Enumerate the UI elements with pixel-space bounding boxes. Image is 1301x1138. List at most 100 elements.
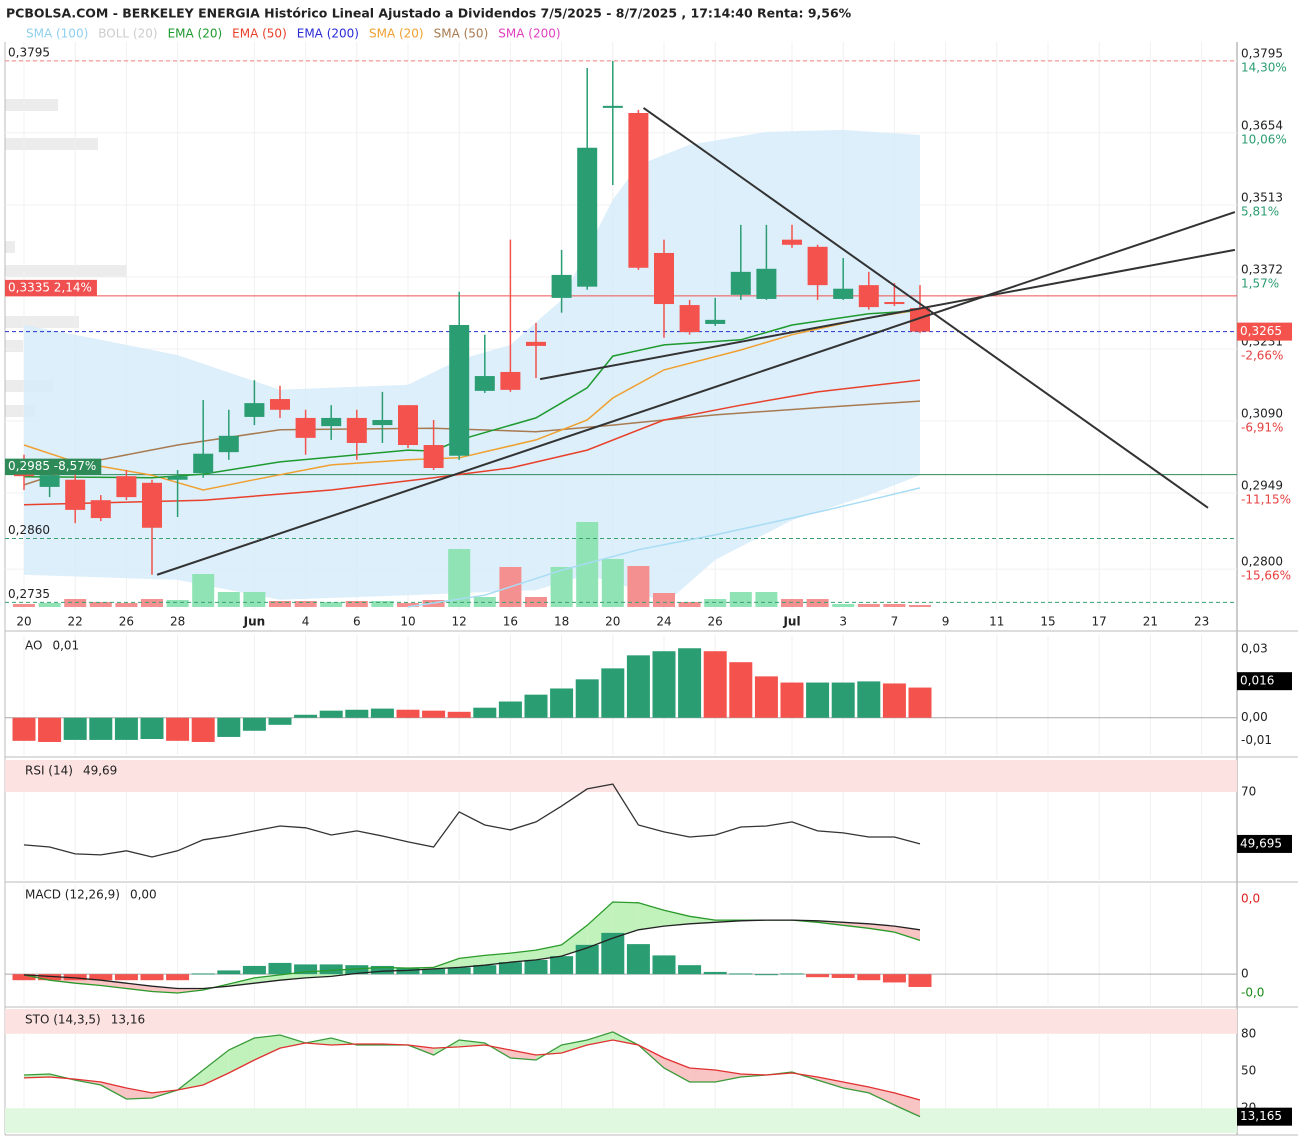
y-tick-pct: -6,91% (1241, 421, 1283, 435)
volume-bar (627, 566, 650, 607)
y-tick-label: 0,0 (1241, 892, 1260, 906)
macd-histogram-bar (908, 974, 932, 987)
volume-bar (89, 602, 112, 607)
volume-bar (576, 522, 599, 607)
y-tick-label: 50 (1241, 1064, 1256, 1078)
volume-bar (832, 604, 855, 607)
ao-bar (882, 683, 906, 718)
fill-between (100, 980, 127, 989)
candle-body (858, 285, 879, 308)
y-tick-label: 0,3513 (1241, 190, 1283, 204)
macd-histogram-bar (806, 974, 830, 978)
x-tick-label: 7 (891, 615, 899, 629)
value-box-label: 0,3265 (1240, 324, 1282, 338)
x-tick-label: Jul (782, 615, 800, 629)
candle-body (398, 405, 418, 446)
y-tick-pct: 10,06% (1241, 132, 1287, 146)
candle-body (884, 301, 905, 305)
x-tick-label: 17 (1092, 615, 1107, 629)
macd-histogram-bar (703, 971, 727, 975)
candle-body (654, 252, 674, 305)
legend-entry: EMA (200) (297, 27, 359, 41)
ao-bar (294, 714, 318, 718)
legend: SMA (100) BOLL (20) EMA (20) EMA (50) EMA (2… (26, 27, 561, 41)
macd-histogram-bar (678, 965, 702, 975)
candle-body (270, 399, 290, 410)
candle-body (474, 376, 495, 391)
volume-bar (909, 605, 931, 607)
ao-bar (498, 701, 522, 718)
ao-bar (703, 651, 727, 718)
macd-histogram-bar (882, 974, 906, 983)
macd-histogram-bar (294, 964, 318, 975)
volume-bar (601, 559, 624, 607)
volume-bar (883, 604, 906, 607)
volume-bar (345, 601, 368, 607)
x-tick-label: 20 (16, 615, 31, 629)
ao-bar (166, 717, 190, 741)
fill-between (459, 955, 485, 968)
indicator-line (23, 783, 921, 858)
macd-histogram-bar (12, 974, 36, 981)
price-level-box (5, 279, 97, 296)
fill-between (280, 1035, 306, 1049)
price-level-label: 0,3335 2,14% (8, 280, 92, 294)
candle-body (833, 288, 854, 299)
volume-bar (653, 593, 675, 607)
volume-bar (678, 602, 701, 607)
ao-bar (422, 710, 446, 718)
fill-between (715, 1070, 741, 1082)
volume-bar (806, 599, 829, 607)
candle-body (39, 475, 60, 487)
fill-between (638, 902, 664, 930)
ao-bar (678, 648, 702, 718)
candle-body (218, 435, 239, 453)
macd-histogram-bar (601, 932, 625, 975)
y-tick-label: 0,2800 (1241, 555, 1283, 569)
x-tick-label: 18 (554, 615, 569, 629)
macd-histogram-bar (166, 974, 190, 981)
ao-bar (447, 711, 471, 718)
volume-profile-bar (5, 138, 98, 150)
candle-body (526, 341, 546, 346)
value-box (1237, 672, 1292, 691)
value-box-label: 0,016 (1240, 674, 1274, 688)
macd-histogram-bar (524, 959, 548, 975)
macd-histogram-bar (626, 944, 650, 975)
value-box (1237, 834, 1292, 853)
fill-between (561, 1040, 588, 1053)
candle-body (244, 403, 265, 417)
fill-between (100, 1082, 127, 1099)
volume-bar (755, 592, 778, 607)
volume-bar (857, 604, 880, 607)
y-tick-label: 70 (1241, 784, 1256, 798)
candle-body (807, 246, 828, 286)
indicator-line (407, 487, 921, 608)
panel-value: 13,16 (111, 1013, 145, 1027)
volume-bar (115, 603, 138, 607)
y-tick-label: 0,3090 (1241, 407, 1283, 421)
zone-band (5, 1009, 1237, 1034)
fill-between (664, 910, 690, 927)
ao-bar (601, 668, 625, 718)
candle-body (346, 417, 367, 443)
candle-body (167, 476, 188, 480)
volume-bar (320, 602, 343, 607)
ao-bar (114, 717, 138, 740)
panel-value: 49,69 (83, 764, 117, 778)
y-tick-label: 0,00 (1241, 710, 1268, 724)
price-level-label: 0,3795 (8, 45, 50, 59)
panel-value: 0,00 (130, 888, 157, 902)
y-tick-label: -0,01 (1241, 733, 1272, 747)
fill-between (817, 1077, 844, 1088)
candle-body (423, 445, 444, 468)
candle-body (551, 274, 572, 298)
candle-body (372, 419, 393, 426)
fill-between (254, 1035, 280, 1060)
macd-histogram-bar (319, 964, 343, 975)
price-level-label: 0,2860 (8, 523, 50, 537)
fill-between (126, 1088, 152, 1099)
y-tick-label: 0 (1241, 967, 1249, 981)
indicator-line (23, 309, 921, 479)
